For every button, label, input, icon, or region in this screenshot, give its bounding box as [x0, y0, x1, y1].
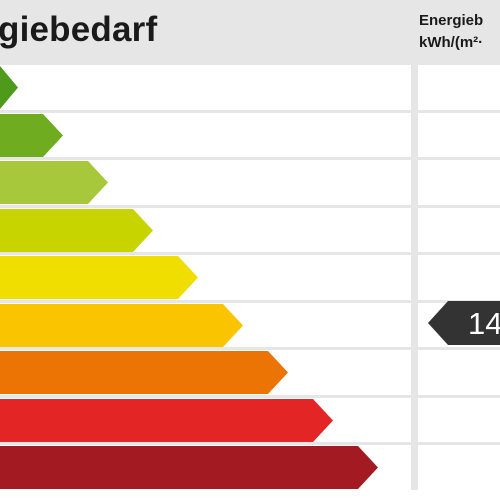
energy-class-arrow-shape	[0, 66, 18, 109]
unit-label-line2: kWh/(m²·	[419, 34, 484, 51]
class-row-value-cell	[418, 445, 500, 490]
energy-class-arrow-shape	[0, 208, 153, 252]
energy-class-arrow	[0, 446, 378, 489]
class-row-scale-cell	[0, 112, 411, 157]
indicator-arrow-shape	[428, 301, 500, 345]
unit-label: Energieb kWh/(m²·	[419, 10, 483, 54]
indicator-value: 14	[468, 306, 500, 341]
class-row-scale-cell	[0, 65, 411, 110]
energy-class-arrow-shape	[0, 446, 378, 489]
energy-class-arrow	[0, 256, 198, 299]
energy-class-arrow	[0, 351, 288, 394]
header-bar: giebedarf Energieb kWh/(m²·	[0, 0, 500, 62]
class-row-value-cell	[418, 160, 500, 205]
energy-class-arrow	[0, 208, 153, 252]
page-title: giebedarf	[0, 10, 158, 49]
energy-class-arrow	[0, 303, 243, 347]
unit-label-line1: Energieb	[419, 12, 484, 29]
energy-class-arrow	[0, 161, 108, 204]
class-row-value-cell	[418, 112, 500, 157]
energy-class-arrow	[0, 66, 18, 109]
energy-class-arrow-shape	[0, 351, 288, 394]
energy-class-arrow-shape	[0, 161, 108, 204]
class-row-value-cell	[418, 255, 500, 300]
energy-class-arrow-shape	[0, 398, 333, 442]
energy-class-arrow-shape	[0, 256, 198, 299]
energy-class-arrow-shape	[0, 113, 63, 157]
consumption-indicator	[428, 301, 500, 345]
class-row-value-cell	[418, 65, 500, 110]
energy-class-arrow-shape	[0, 303, 243, 347]
class-row-value-cell	[418, 350, 500, 395]
class-row-value-cell	[418, 207, 500, 252]
energy-class-arrow	[0, 398, 333, 442]
class-row-value-cell	[418, 397, 500, 442]
energy-class-arrow	[0, 113, 63, 157]
